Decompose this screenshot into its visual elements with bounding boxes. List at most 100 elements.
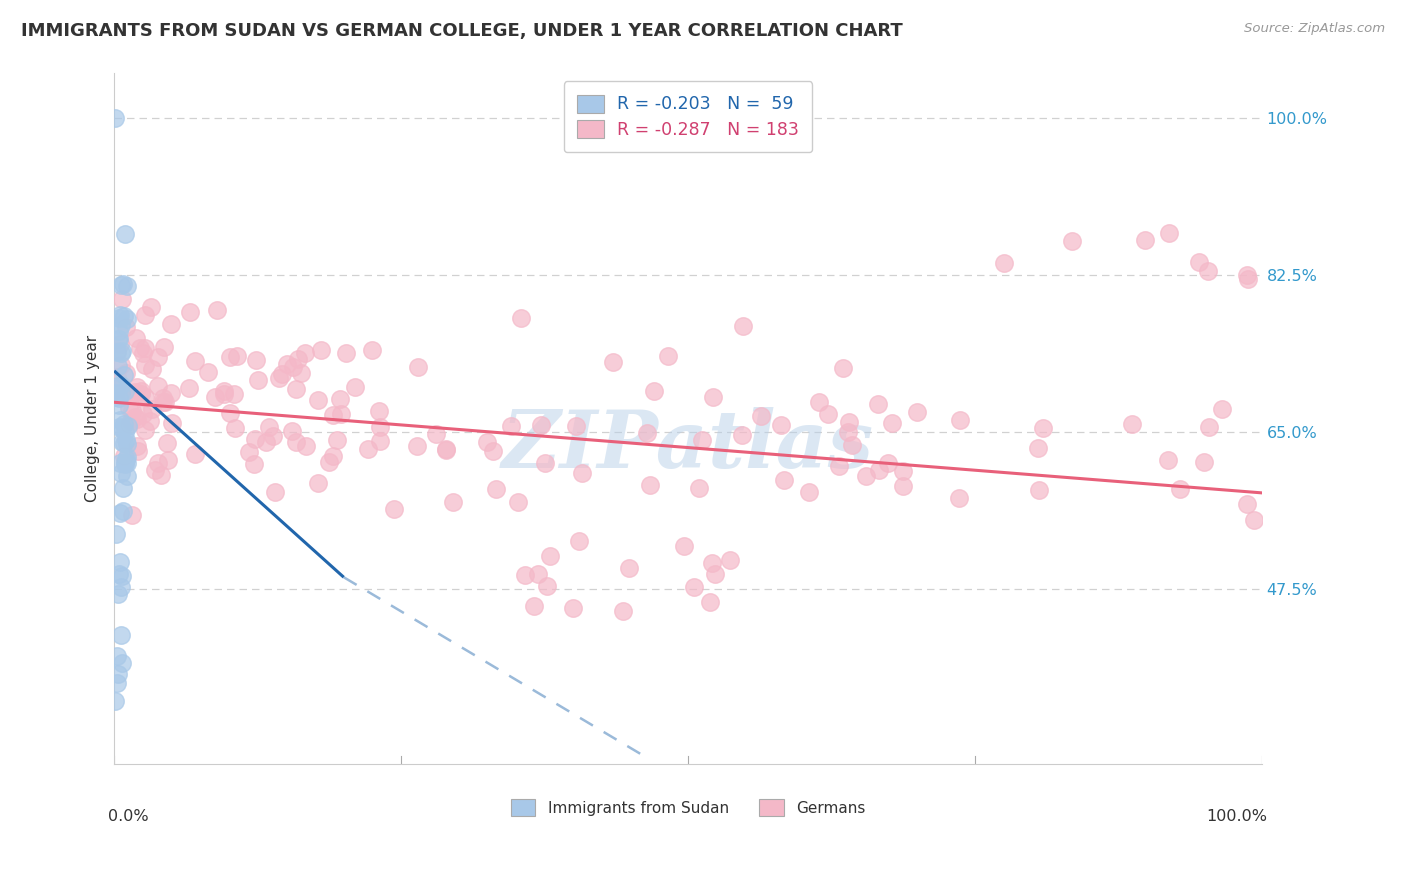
Point: [124, 331, 146, 345]
Point: [111, 421, 134, 435]
Point: [602, 355, 624, 369]
Point: [141, 361, 163, 376]
Point: [114, 425, 136, 439]
Point: [225, 349, 247, 363]
Point: [294, 346, 316, 360]
Point: [326, 433, 349, 447]
Point: [114, 227, 136, 242]
Point: [329, 392, 352, 406]
Point: [257, 420, 280, 434]
Point: [276, 357, 298, 371]
Point: [773, 473, 796, 487]
Point: [108, 324, 131, 338]
Point: [134, 423, 156, 437]
Point: [481, 443, 503, 458]
Point: [837, 425, 859, 439]
Point: [105, 343, 128, 358]
Point: [405, 439, 427, 453]
Point: [108, 332, 131, 346]
Point: [115, 456, 138, 470]
Point: [114, 433, 136, 447]
Point: [112, 436, 135, 450]
Point: [692, 434, 714, 448]
Point: [643, 384, 665, 399]
Point: [263, 485, 285, 500]
Point: [110, 555, 132, 569]
Y-axis label: College, Under 1 year: College, Under 1 year: [86, 334, 100, 502]
Point: [114, 450, 136, 464]
Point: [112, 481, 135, 495]
Point: [107, 666, 129, 681]
Point: [125, 439, 148, 453]
Point: [222, 386, 245, 401]
Point: [108, 398, 131, 412]
Point: [110, 277, 132, 292]
Point: [688, 482, 710, 496]
Text: Source: ZipAtlas.com: Source: ZipAtlas.com: [1244, 22, 1385, 36]
Point: [141, 402, 163, 417]
Point: [124, 409, 146, 424]
Point: [254, 435, 277, 450]
Point: [134, 341, 156, 355]
Point: [565, 419, 588, 434]
Point: [121, 403, 143, 417]
Point: [290, 366, 312, 380]
Point: [1243, 513, 1265, 527]
Point: [110, 386, 132, 401]
Point: [703, 567, 725, 582]
Point: [357, 442, 380, 456]
Point: [112, 504, 135, 518]
Point: [702, 390, 724, 404]
Point: [527, 566, 550, 581]
Point: [112, 368, 135, 383]
Point: [115, 366, 138, 380]
Point: [108, 506, 131, 520]
Point: [110, 466, 132, 480]
Point: [501, 418, 523, 433]
Point: [114, 320, 136, 334]
Point: [322, 409, 344, 423]
Point: [104, 111, 127, 125]
Point: [132, 407, 155, 421]
Point: [117, 417, 139, 432]
Point: [436, 442, 458, 457]
Point: [280, 424, 302, 438]
Point: [114, 455, 136, 469]
Point: [139, 301, 162, 315]
Point: [110, 346, 132, 360]
Point: [127, 444, 149, 458]
Point: [343, 379, 366, 393]
Point: [115, 450, 138, 464]
Point: [110, 308, 132, 322]
Point: [1188, 255, 1211, 269]
Point: [153, 340, 176, 354]
Point: [506, 495, 529, 509]
Point: [114, 458, 136, 472]
Point: [515, 568, 537, 582]
Point: [1133, 233, 1156, 247]
Point: [368, 404, 391, 418]
Point: [108, 566, 131, 581]
Point: [657, 349, 679, 363]
Point: [212, 386, 235, 401]
Point: [993, 256, 1015, 270]
Point: [682, 580, 704, 594]
Point: [267, 371, 290, 385]
Point: [247, 373, 270, 387]
Point: [672, 539, 695, 553]
Point: [131, 384, 153, 398]
Point: [152, 391, 174, 405]
Point: [134, 308, 156, 322]
Point: [866, 397, 889, 411]
Point: [152, 394, 174, 409]
Point: [105, 527, 128, 541]
Point: [107, 359, 129, 373]
Point: [112, 277, 135, 291]
Point: [111, 292, 134, 306]
Point: [108, 310, 131, 325]
Point: [117, 312, 139, 326]
Point: [1197, 263, 1219, 277]
Text: IMMIGRANTS FROM SUDAN VS GERMAN COLLEGE, UNDER 1 YEAR CORRELATION CHART: IMMIGRANTS FROM SUDAN VS GERMAN COLLEGE,…: [21, 22, 903, 40]
Point: [838, 415, 860, 429]
Point: [224, 420, 246, 434]
